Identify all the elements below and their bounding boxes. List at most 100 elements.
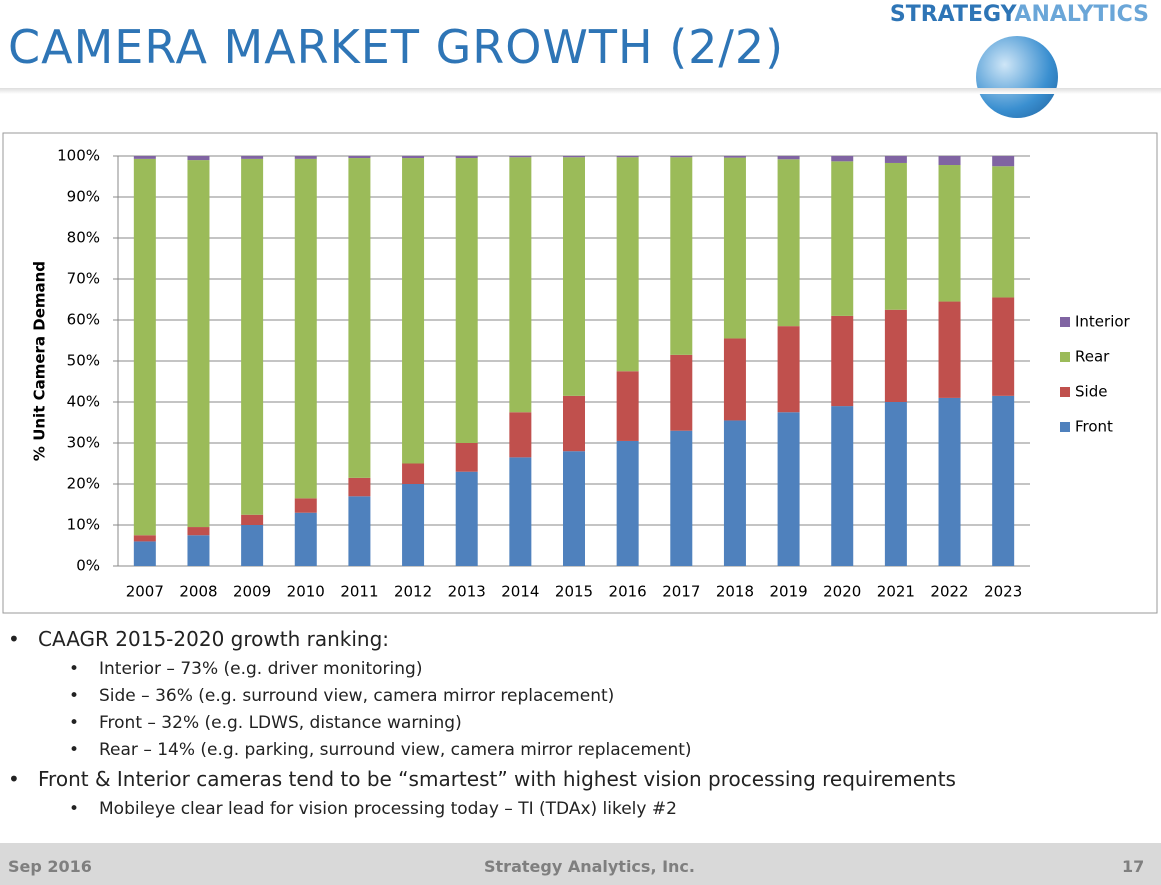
x-tick-label: 2009	[233, 583, 271, 601]
bar-segment	[455, 158, 478, 444]
bar-segment	[563, 156, 585, 158]
globe-icon	[976, 36, 1058, 118]
slide-title: CAMERA MARKET GROWTH (2/2)	[8, 20, 785, 74]
bar-segment	[992, 395, 1015, 566]
bar-segment	[777, 159, 800, 327]
logo-word: ANALYTICS	[1014, 2, 1149, 27]
x-tick-label: 2023	[984, 583, 1022, 601]
bar-segment	[616, 440, 639, 566]
bar-segment	[133, 535, 156, 542]
x-tick-label: 2008	[179, 583, 217, 601]
bar-segment	[187, 527, 210, 536]
x-tick-label: 2010	[287, 583, 325, 601]
bar-segment	[294, 512, 317, 566]
x-tick-label: 2020	[823, 583, 861, 601]
bar-segment	[723, 420, 746, 566]
bar-segment	[670, 430, 693, 566]
legend-swatch	[1060, 387, 1070, 397]
bar-segment	[616, 371, 639, 441]
x-tick-label: 2013	[448, 583, 486, 601]
bar-segment	[777, 412, 800, 566]
x-tick-label: 2014	[501, 583, 539, 601]
bar-segment	[938, 165, 961, 302]
bar-segment	[723, 156, 746, 158]
x-tick-label: 2021	[877, 583, 915, 601]
x-tick-label: 2019	[769, 583, 807, 601]
legend-swatch	[1060, 352, 1070, 362]
x-tick-label: 2017	[662, 583, 700, 601]
sub-bullet: Rear – 14% (e.g. parking, surround view,…	[69, 737, 1161, 764]
bar-segment	[455, 443, 478, 472]
bar-segment	[348, 477, 371, 497]
y-tick-label: 90%	[67, 188, 100, 206]
x-tick-label: 2022	[930, 583, 968, 601]
bar-segment	[992, 297, 1015, 396]
bar-segment	[992, 156, 1015, 167]
bar-segment	[563, 157, 585, 396]
bar-segment	[241, 525, 264, 566]
logo: STRATEGYANALYTICS	[890, 2, 1149, 27]
bar-segment	[884, 156, 907, 163]
bar-segment	[723, 157, 746, 339]
bar-segment	[294, 156, 317, 159]
x-tick-label: 2011	[340, 583, 378, 601]
page-number: 17	[1122, 857, 1145, 876]
bar-segment	[831, 161, 854, 316]
y-tick-label: 70%	[67, 270, 100, 288]
bar-segment	[992, 166, 1015, 298]
bullet: CAAGR 2015-2020 growth ranking:	[8, 624, 1161, 654]
bar-segment	[187, 160, 210, 528]
bar-segment	[884, 309, 907, 402]
footer-date: Sep 2016	[8, 857, 92, 876]
bar-segment	[348, 156, 371, 159]
bar-segment	[348, 158, 371, 478]
bar-segment	[938, 301, 961, 398]
y-tick-label: 50%	[67, 352, 100, 370]
y-tick-label: 20%	[67, 475, 100, 493]
bar-segment	[133, 158, 156, 536]
bar-segment	[831, 156, 854, 162]
x-tick-label: 2015	[555, 583, 593, 601]
bar-segment	[402, 156, 425, 159]
bar-segment	[241, 514, 264, 525]
bar-segment	[133, 541, 156, 566]
bullet: Front & Interior cameras tend to be “sma…	[8, 764, 1161, 794]
x-tick-label: 2016	[609, 583, 647, 601]
bar-segment	[187, 535, 210, 566]
bar-segment	[938, 156, 961, 166]
bar-segment	[563, 395, 585, 452]
legend-label: Interior	[1075, 313, 1131, 331]
bar-segment	[187, 156, 210, 161]
y-axis-label: % Unit Camera Demand	[31, 261, 49, 461]
bar-segment	[294, 158, 317, 499]
bar-segment	[509, 157, 532, 413]
legend-label: Front	[1075, 418, 1113, 436]
y-tick-label: 80%	[67, 229, 100, 247]
x-tick-label: 2018	[716, 583, 754, 601]
bullet-list: CAAGR 2015-2020 growth ranking:Interior …	[0, 624, 1161, 823]
sub-bullet: Side – 36% (e.g. surround view, camera m…	[69, 683, 1161, 710]
bar-segment	[402, 463, 425, 484]
sub-bullet: Interior – 73% (e.g. driver monitoring)	[69, 656, 1161, 683]
bar-segment	[509, 457, 532, 566]
sub-bullet: Front – 32% (e.g. LDWS, distance warning…	[69, 710, 1161, 737]
footer-company: Strategy Analytics, Inc.	[484, 857, 695, 876]
y-tick-label: 60%	[67, 311, 100, 329]
legend-label: Rear	[1075, 348, 1110, 366]
bar-segment	[670, 157, 693, 355]
bar-segment	[670, 156, 693, 158]
logo-word: STRATEGY	[889, 2, 1015, 27]
bar-segment	[402, 484, 425, 566]
divider	[0, 88, 1161, 94]
bar-segment	[831, 315, 854, 407]
bar-segment	[616, 156, 639, 158]
bar-segment	[723, 338, 746, 421]
y-tick-label: 0%	[76, 557, 100, 575]
sub-bullet: Mobileye clear lead for vision processin…	[69, 796, 1161, 823]
y-tick-label: 30%	[67, 434, 100, 452]
bar-segment	[831, 406, 854, 566]
bar-segment	[509, 412, 532, 458]
y-tick-label: 40%	[67, 393, 100, 411]
bar-segment	[455, 471, 478, 566]
